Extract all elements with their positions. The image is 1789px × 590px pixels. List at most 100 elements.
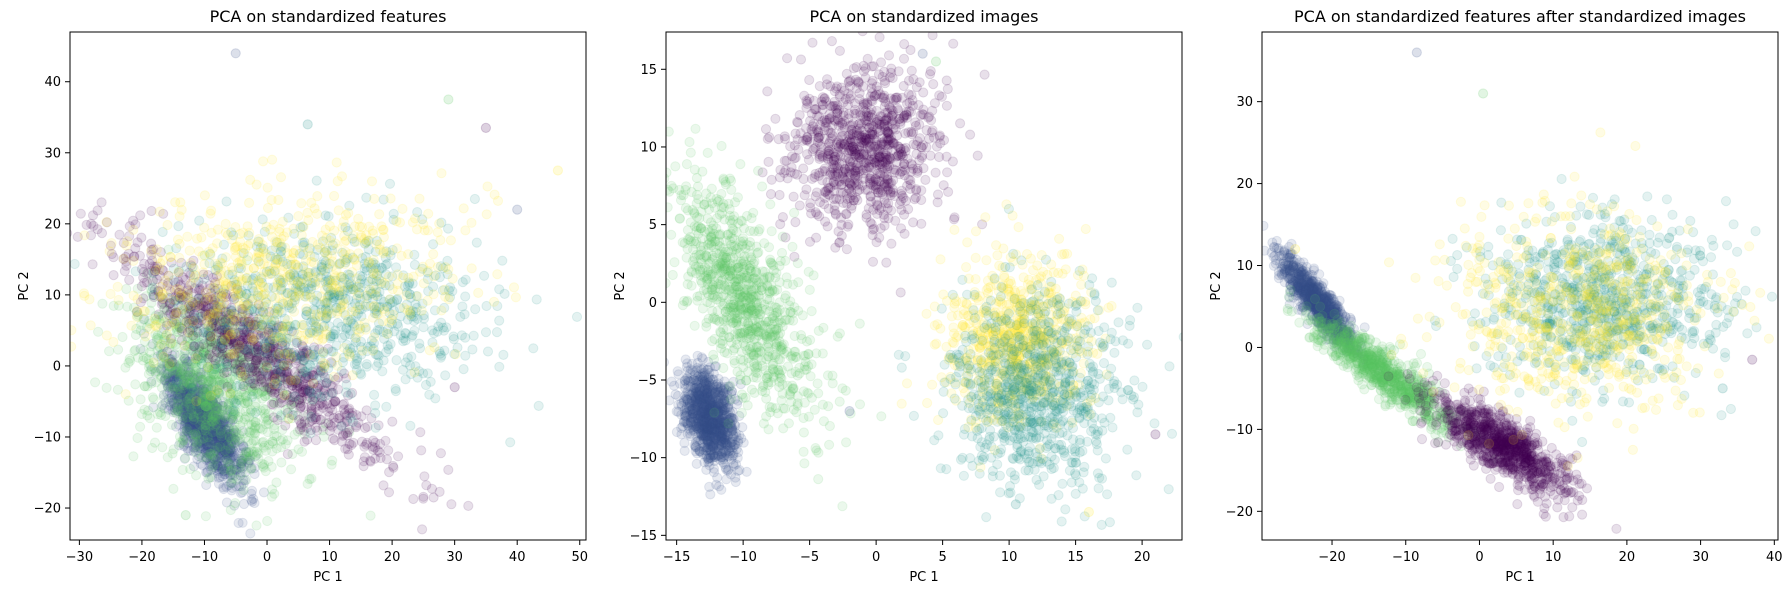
data-point	[392, 269, 403, 280]
data-point	[280, 242, 291, 253]
data-point	[192, 405, 203, 416]
data-point	[201, 429, 212, 440]
data-point	[172, 369, 183, 380]
data-point	[198, 414, 209, 425]
data-point	[495, 544, 504, 553]
data-point	[170, 379, 181, 390]
data-point	[250, 407, 261, 418]
data-point	[128, 224, 139, 235]
data-point	[201, 384, 212, 395]
data-point	[241, 272, 252, 284]
data-point	[215, 442, 226, 453]
data-point	[209, 431, 220, 442]
data-point	[310, 320, 321, 331]
data-point	[204, 412, 215, 423]
data-point	[183, 417, 194, 428]
data-point	[278, 360, 290, 371]
data-point	[228, 424, 239, 435]
data-point	[122, 301, 133, 312]
data-point	[96, 228, 108, 239]
data-point	[140, 381, 151, 392]
data-point	[170, 406, 181, 417]
data-point	[220, 433, 232, 444]
data-point	[469, 193, 480, 205]
data-point	[166, 392, 177, 403]
data-point	[201, 428, 212, 439]
data-point	[188, 433, 199, 444]
data-point	[182, 412, 194, 423]
x-tick-label: 30	[446, 550, 463, 565]
data-point	[200, 412, 211, 423]
data-point	[138, 306, 149, 317]
data-point	[168, 407, 179, 418]
data-point	[178, 395, 189, 407]
data-point	[210, 405, 221, 416]
data-point	[231, 380, 242, 392]
data-point	[151, 377, 162, 388]
data-point	[193, 438, 204, 450]
data-point	[436, 305, 447, 316]
data-point	[185, 382, 196, 394]
data-point	[84, 294, 95, 305]
data-point	[124, 274, 135, 285]
data-point	[222, 404, 233, 415]
data-point	[180, 452, 191, 464]
data-point	[173, 391, 184, 402]
data-point	[188, 397, 200, 409]
data-point	[293, 277, 304, 288]
data-point	[205, 398, 216, 409]
data-point	[167, 371, 179, 382]
data-point	[416, 305, 427, 316]
data-point	[202, 425, 213, 436]
data-point	[482, 181, 493, 192]
data-point	[244, 227, 255, 238]
data-point	[147, 392, 158, 403]
data-point	[216, 379, 227, 390]
data-point	[118, 253, 129, 264]
data-point	[234, 340, 245, 351]
data-point	[434, 218, 445, 229]
data-point	[200, 405, 211, 417]
data-point	[419, 471, 430, 482]
data-point	[306, 256, 317, 267]
data-point	[192, 409, 203, 420]
data-point	[193, 371, 204, 382]
data-point	[342, 279, 353, 290]
data-point	[194, 424, 205, 436]
data-point	[136, 232, 147, 243]
data-point	[440, 262, 451, 273]
data-point	[571, 311, 583, 322]
data-point	[190, 398, 201, 409]
data-point	[182, 356, 193, 367]
data-point	[190, 401, 201, 412]
data-point	[190, 394, 201, 405]
data-point	[425, 376, 436, 387]
data-point	[101, 217, 112, 228]
data-point	[170, 390, 181, 401]
data-point	[316, 291, 327, 302]
data-point	[198, 411, 209, 422]
data-point	[203, 396, 214, 407]
data-point	[245, 528, 256, 539]
data-point	[201, 439, 212, 450]
data-point	[242, 457, 254, 468]
data-point	[185, 415, 196, 427]
data-point	[289, 391, 300, 402]
data-point	[88, 220, 99, 231]
data-point	[238, 453, 249, 465]
data-point	[215, 472, 226, 483]
data-point	[148, 357, 159, 368]
data-point	[197, 405, 209, 416]
data-point	[211, 418, 222, 429]
data-point	[184, 377, 195, 389]
data-point	[301, 267, 312, 278]
data-point	[152, 409, 163, 420]
data-point	[170, 383, 181, 394]
data-point	[18, 244, 27, 253]
data-point	[200, 419, 211, 430]
data-point	[480, 327, 492, 338]
data-point	[691, 458, 702, 469]
data-point	[225, 414, 236, 425]
data-point	[217, 400, 229, 412]
data-point	[220, 428, 231, 439]
